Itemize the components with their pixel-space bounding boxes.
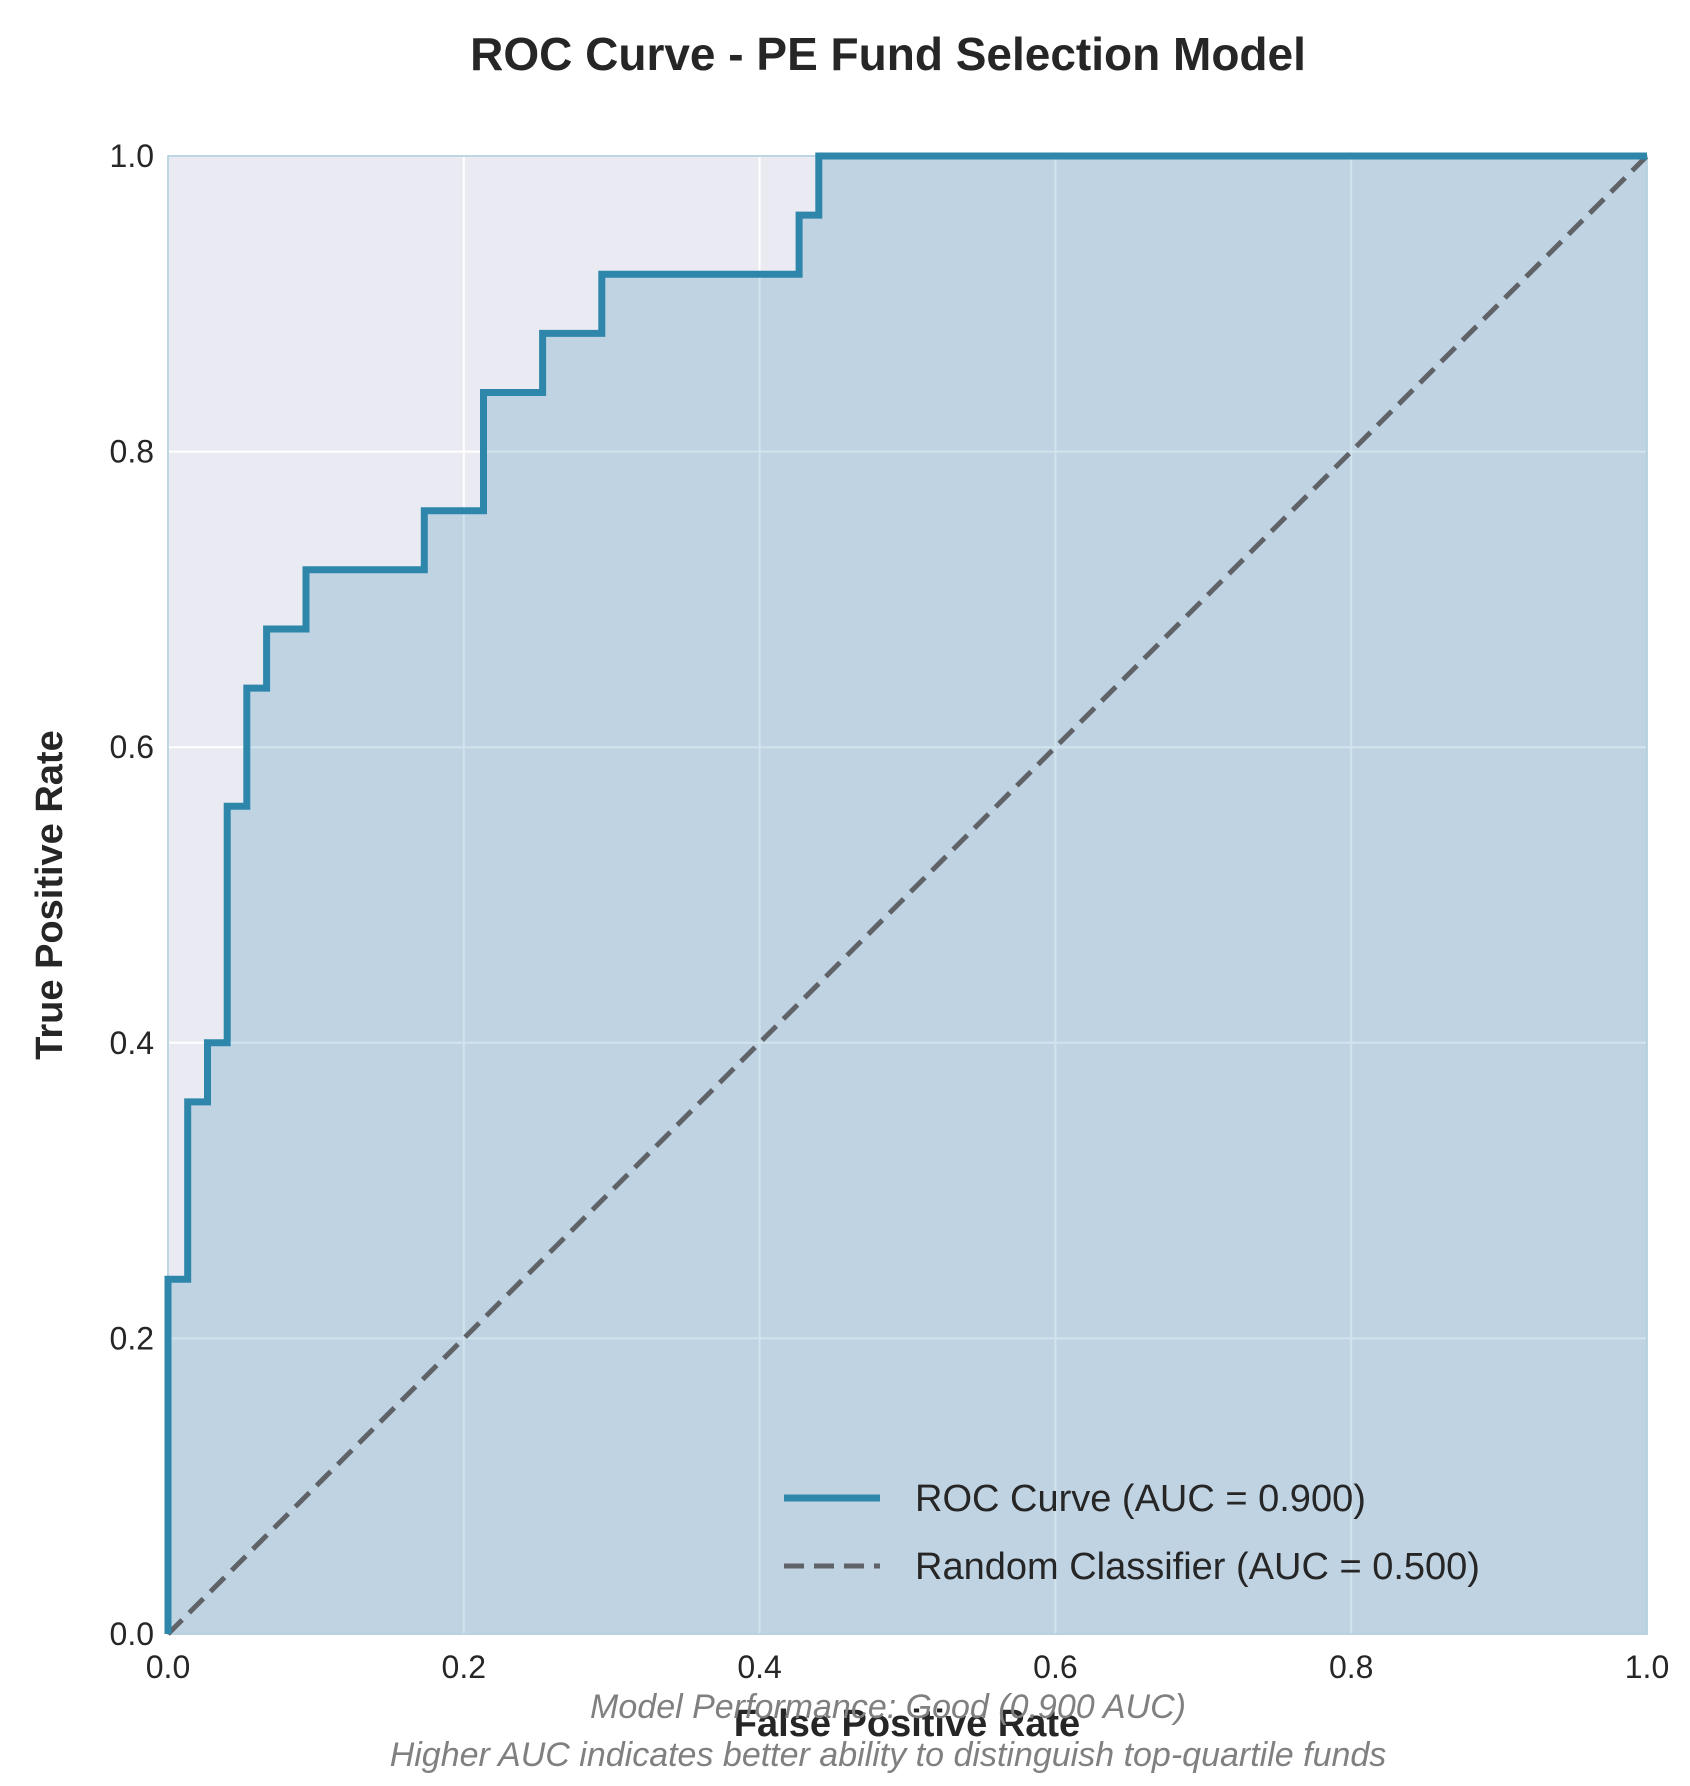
- legend: ROC Curve (AUC = 0.900) Random Classifie…: [784, 1478, 1480, 1588]
- x-tick-label: 1.0: [1625, 1649, 1669, 1685]
- y-tick-label: 0.6: [110, 729, 154, 765]
- x-axis-ticks: 0.0 0.2 0.4 0.6 0.8 1.0: [146, 1649, 1669, 1685]
- footnote-explanation: Higher AUC indicates better ability to d…: [390, 1736, 1387, 1774]
- x-tick-label: 0.6: [1033, 1649, 1077, 1685]
- random-classifier-line: [166, 154, 1649, 1636]
- x-tick-label: 0.8: [1329, 1649, 1373, 1685]
- x-tick-label: 0.4: [737, 1649, 781, 1685]
- y-tick-label: 0.2: [110, 1320, 154, 1356]
- legend-random-label: Random Classifier (AUC = 0.500): [915, 1546, 1480, 1588]
- y-tick-label: 0.8: [110, 434, 154, 470]
- x-tick-label: 0.2: [442, 1649, 486, 1685]
- x-tick-label: 0.0: [146, 1649, 190, 1685]
- y-tick-label: 1.0: [110, 138, 154, 174]
- legend-roc-label: ROC Curve (AUC = 0.900): [915, 1478, 1366, 1520]
- x-axis-label: False Positive Rate: [734, 1703, 1080, 1745]
- roc-curve-line: [164, 152, 1647, 1634]
- y-tick-label: 0.0: [110, 1616, 154, 1652]
- y-axis-ticks: 0.0 0.2 0.4 0.6 0.8 1.0: [110, 138, 154, 1652]
- y-axis-label: True Positive Rate: [29, 730, 71, 1059]
- y-tick-label: 0.4: [110, 1025, 154, 1061]
- footnote-performance: Model Performance: Good (0.900 AUC): [590, 1688, 1186, 1726]
- chart-title: ROC Curve - PE Fund Selection Model: [470, 28, 1306, 80]
